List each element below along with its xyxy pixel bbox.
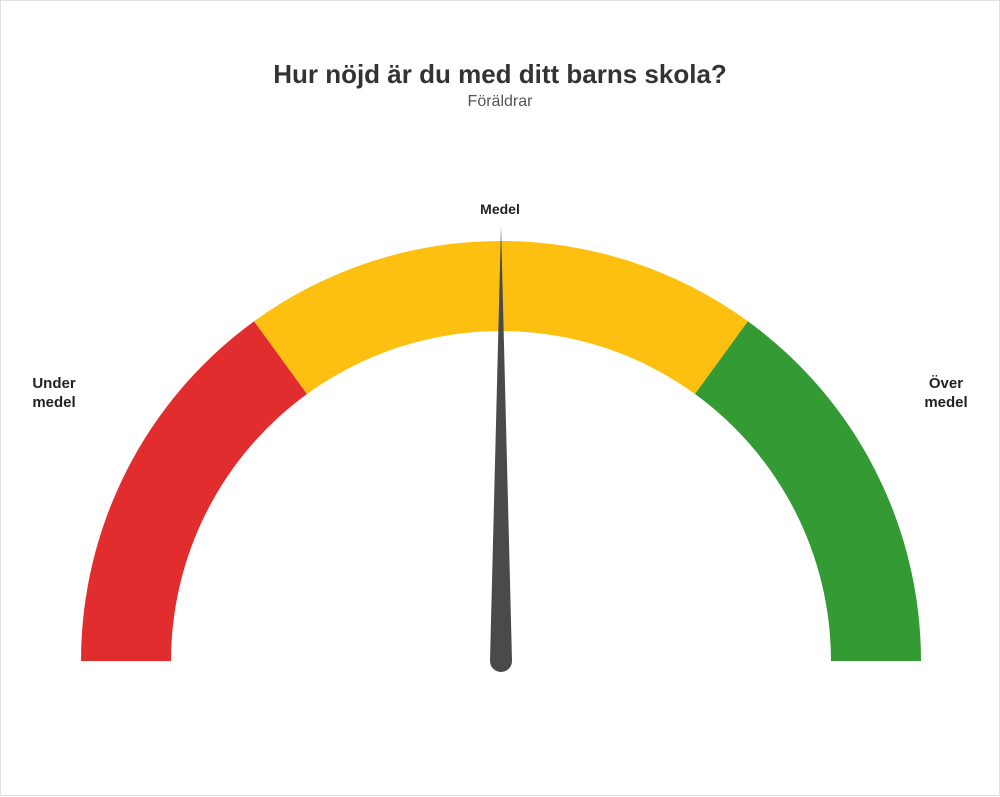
gauge-label-top: Medel bbox=[1, 201, 999, 219]
gauge-chart bbox=[1, 1, 1000, 797]
chart-container: Hur nöjd är du med ditt barns skola? För… bbox=[0, 0, 1000, 796]
gauge-label-left-line1: Under bbox=[19, 375, 89, 394]
gauge-label-left-line2: medel bbox=[19, 394, 89, 413]
gauge-needle-pivot bbox=[490, 650, 512, 672]
gauge-label-right-line1: Över bbox=[911, 375, 981, 394]
gauge-label-left: Under medel bbox=[19, 375, 89, 413]
gauge-label-right-line2: medel bbox=[911, 394, 981, 413]
gauge-label-right: Över medel bbox=[911, 375, 981, 413]
gauge-label-top-text: Medel bbox=[480, 201, 520, 217]
gauge-segment bbox=[695, 321, 921, 661]
gauge-segment bbox=[81, 321, 307, 661]
